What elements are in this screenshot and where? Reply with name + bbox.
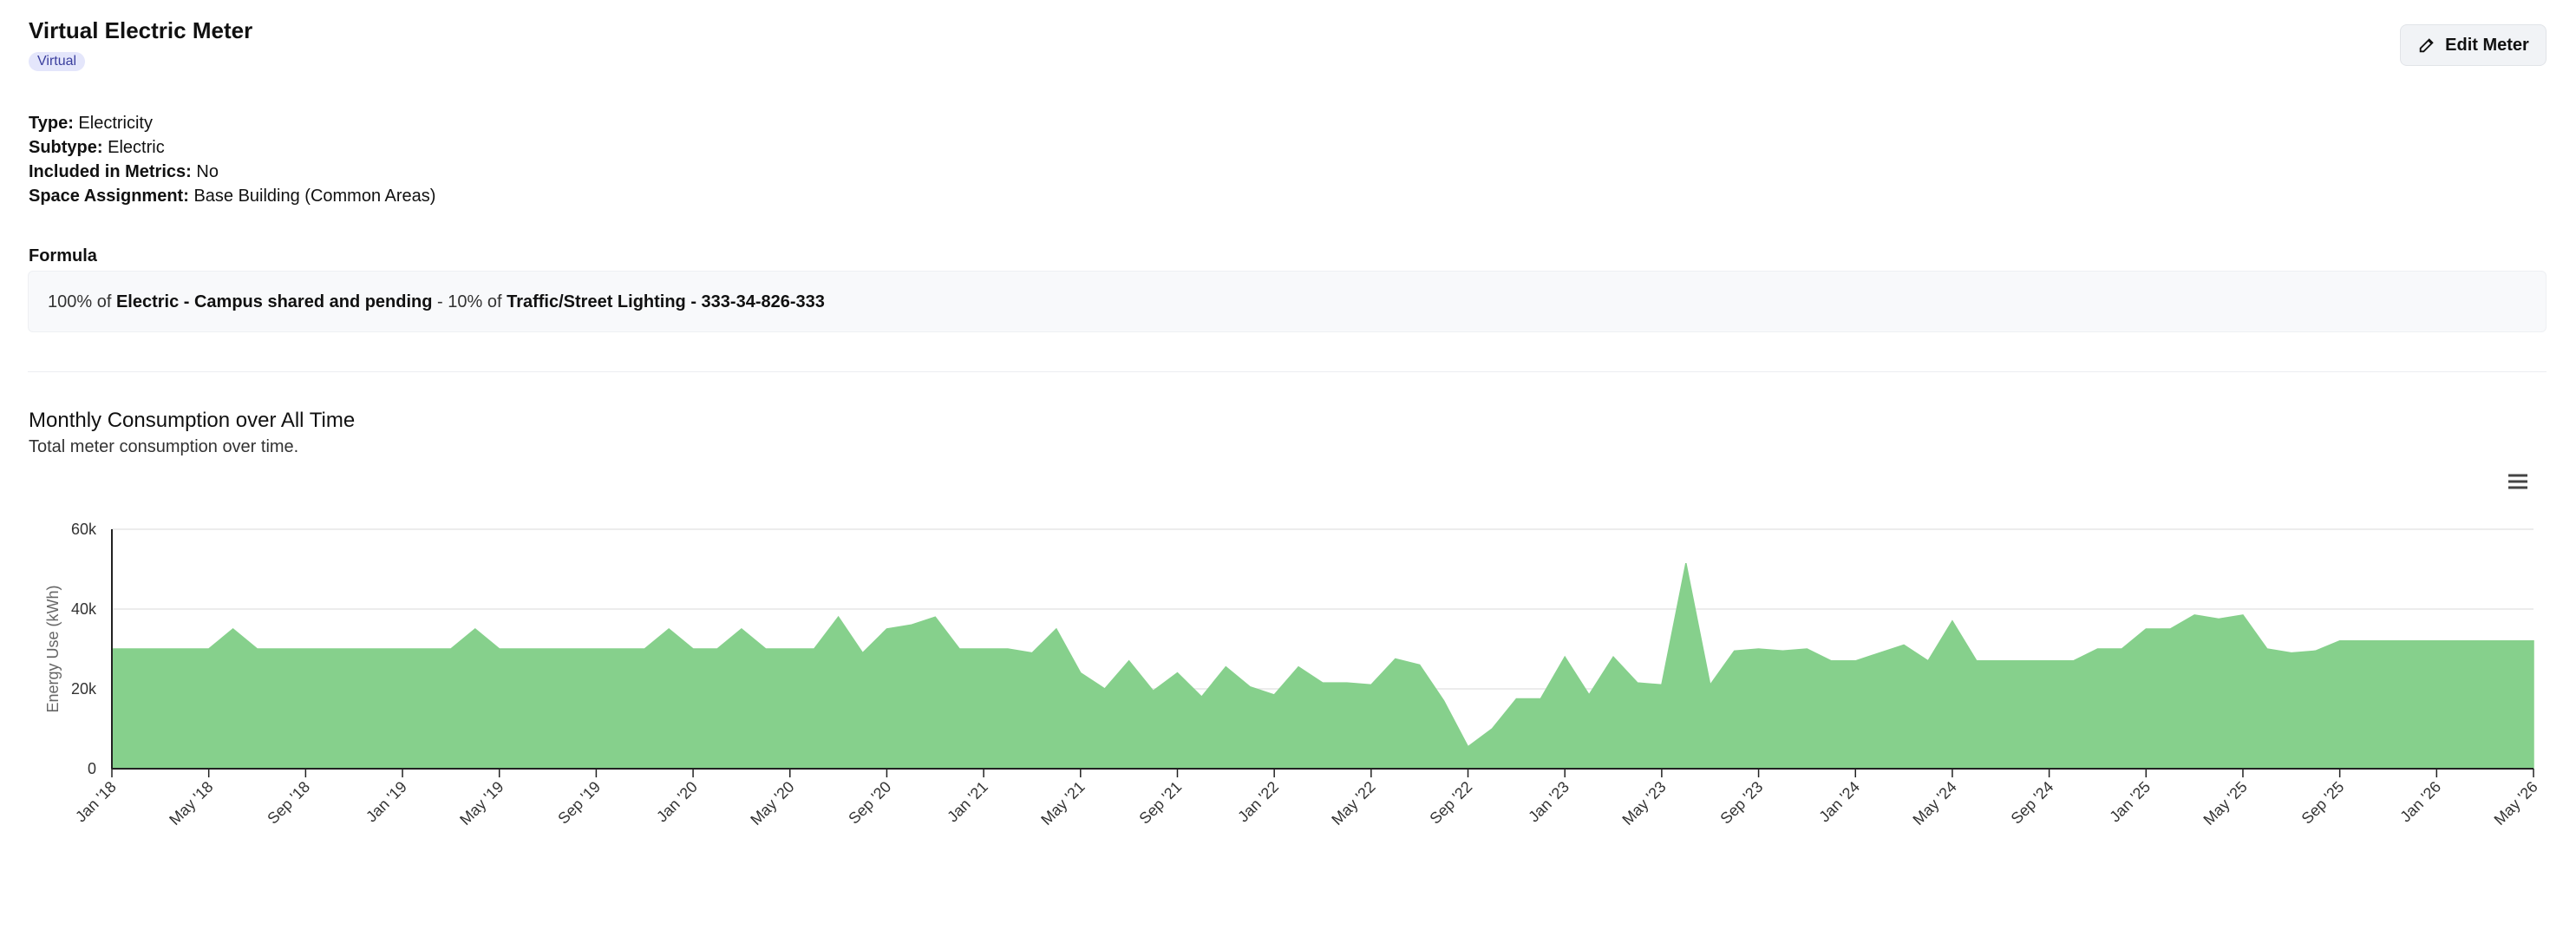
- x-tick-label: Sep '18: [264, 778, 313, 828]
- chart-title: Monthly Consumption over All Time: [29, 409, 356, 432]
- detail-value: Electric: [108, 138, 165, 157]
- x-tick-label: May '24: [1909, 778, 1959, 829]
- x-tick-label: May '23: [1618, 778, 1669, 829]
- x-tick-label: Jan '19: [363, 778, 410, 826]
- detail-label: Subtype:: [29, 138, 103, 157]
- detail-label: Type:: [29, 114, 74, 133]
- chart: 0 20k 40k 60k Energy Use (kWh) Jan '18 May '18…: [44, 474, 2541, 829]
- x-tick-label: May '20: [747, 778, 797, 829]
- y-tick-label: 40k: [71, 600, 97, 618]
- x-tick-label: Sep '25: [2298, 778, 2348, 828]
- formula-label: Formula: [29, 246, 97, 265]
- x-tick-label: Jan '25: [2106, 778, 2154, 826]
- formula-meter[interactable]: Electric - Campus shared and pending: [115, 292, 433, 311]
- x-tick-label: May '18: [166, 778, 216, 829]
- detail-row: Included in Metrics: No: [29, 162, 219, 182]
- x-tick-label: Sep '21: [1135, 778, 1185, 828]
- chart-subtitle: Total meter consumption over time.: [29, 437, 299, 456]
- x-tick-label: May '19: [456, 778, 507, 829]
- formula-text: 100% of: [48, 292, 116, 311]
- detail-label: Included in Metrics:: [29, 162, 192, 181]
- edit-button[interactable]: Edit Meter: [2400, 24, 2547, 66]
- x-tick-label: Sep '23: [1716, 778, 1766, 828]
- x-tick-label: Jan '22: [1234, 778, 1282, 826]
- menu-icon[interactable]: [2508, 474, 2527, 489]
- y-tick-label: 60k: [71, 521, 97, 538]
- x-tick-label: Jan '18: [72, 778, 120, 826]
- button-label: Edit Meter: [2445, 35, 2529, 55]
- formula-box: 100% of Electric - Campus shared and pen…: [28, 271, 2547, 332]
- meter-title: Virtual Electric Meter: [29, 17, 253, 43]
- x-tick-label: Sep '24: [2008, 778, 2057, 828]
- pencil-icon: [2419, 38, 2434, 53]
- detail-value: No: [196, 162, 219, 181]
- x-tick-label: Jan '21: [944, 778, 991, 826]
- detail-row: Type: Electricity: [29, 114, 153, 134]
- x-tick-label: Jan '23: [1525, 778, 1572, 826]
- x-tick-label: May '26: [2491, 778, 2541, 829]
- x-tick-label: Jan '20: [653, 778, 701, 826]
- detail-label: Space Assignment:: [29, 187, 189, 206]
- area: [111, 562, 2534, 770]
- x-tick-label: May '21: [1037, 778, 1088, 829]
- x-tick-label: May '25: [2200, 778, 2250, 829]
- detail-row: Subtype: Electric: [29, 138, 165, 158]
- detail-value: Base Building (Common Areas): [193, 187, 436, 206]
- x-tick-label: May '22: [1328, 778, 1378, 829]
- y-axis-title: Energy Use (kWh): [44, 585, 62, 712]
- y-tick-label: 0: [88, 760, 96, 777]
- x-tick-label: Sep '19: [554, 778, 604, 828]
- formula-meter[interactable]: Traffic/Street Lighting - 333-34-826-333: [507, 292, 825, 311]
- x-tick-label: Sep '22: [1426, 778, 1475, 828]
- y-tick-label: 20k: [71, 680, 97, 698]
- x-tick-label: Jan '26: [2396, 778, 2444, 826]
- detail-row: Space Assignment: Base Building (Common …: [29, 187, 435, 206]
- x-tick-label: Sep '20: [845, 778, 894, 828]
- badge: Virtual: [29, 52, 86, 71]
- detail-value: Electricity: [78, 114, 153, 133]
- formula-text: - 10% of: [432, 292, 507, 311]
- divider: [28, 371, 2547, 372]
- x-tick-label: Jan '24: [1815, 778, 1863, 826]
